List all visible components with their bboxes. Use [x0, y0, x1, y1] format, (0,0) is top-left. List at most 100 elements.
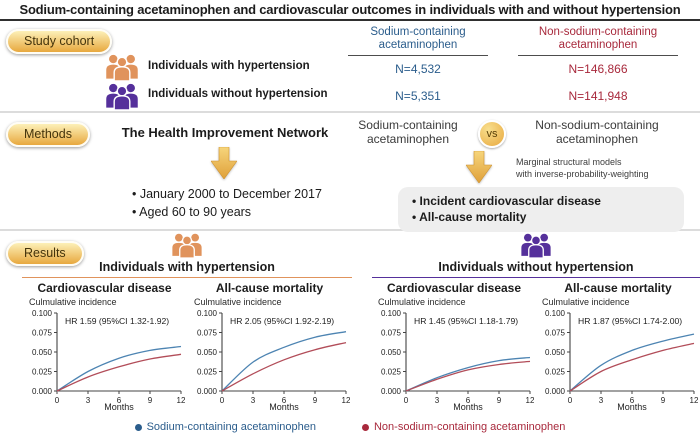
svg-text:12: 12: [341, 396, 349, 405]
svg-text:0.025: 0.025: [381, 368, 402, 377]
chart-block-cvd-no-hypertension: Cardiovascular disease Culmulative incid…: [372, 281, 536, 413]
svg-text:0.075: 0.075: [545, 329, 566, 338]
svg-text:6: 6: [281, 396, 286, 405]
study-period-item: January 2000 to December 2017: [132, 187, 322, 201]
svg-text:0: 0: [54, 396, 59, 405]
legend-dot-sodium: [134, 423, 142, 431]
without-hypertension-label: Individuals without hypertension: [148, 88, 328, 100]
svg-text:Months: Months: [453, 402, 483, 412]
charts-row: Cardiovascular disease Culmulative incid…: [372, 281, 700, 413]
svg-text:6: 6: [630, 396, 635, 405]
methods-badge: Methods: [6, 122, 90, 147]
svg-text:0: 0: [568, 396, 573, 405]
cumulative-incidence-chart: Culmulative incidence 0.000 0.025 0.050 0.07…: [374, 295, 535, 413]
column-header-non-sodium: Non-sodium-containing acetaminophen: [518, 26, 678, 56]
svg-text:0.000: 0.000: [545, 387, 566, 396]
svg-text:0.075: 0.075: [381, 329, 402, 338]
group-title-with-hypertension: Individuals with hypertension: [22, 260, 352, 278]
svg-text:6: 6: [466, 396, 471, 405]
svg-text:0.075: 0.075: [196, 329, 217, 338]
svg-text:Culmulative incidence: Culmulative incidence: [378, 297, 466, 307]
legend-sodium-label: Sodium-containing acetaminophen: [146, 421, 316, 433]
chart-title: All-cause mortality: [215, 281, 324, 295]
page-title: Sodium-containing acetaminophen and card…: [19, 2, 681, 17]
column-header-non-sodium-line1: Non-sodium-containing: [538, 26, 658, 38]
n-non-sodium-without-hypertension: N=141,948: [568, 89, 628, 103]
comparison-sodium-label: Sodium-containing acetaminophen: [342, 118, 474, 146]
down-arrow-icon: [210, 146, 238, 180]
svg-text:Months: Months: [269, 402, 299, 412]
svg-text:0.000: 0.000: [196, 387, 217, 396]
results-badge: Results: [6, 241, 84, 266]
section-results: Results Individuals with hypertension Ca…: [0, 231, 700, 439]
svg-text:0.100: 0.100: [196, 309, 217, 318]
study-cohort-badge: Study cohort: [6, 29, 113, 54]
group-title-without-hypertension: Individuals without hypertension: [372, 260, 700, 278]
svg-text:Months: Months: [617, 402, 647, 412]
results-group-with-hypertension: Individuals with hypertension Cardiovasc…: [22, 231, 352, 413]
title-bar: Sodium-containing acetaminophen and card…: [0, 0, 700, 21]
model-note-line1: Marginal structural models: [516, 157, 622, 167]
chart-block-mortality-hypertension: All-cause mortality Culmulative incidenc…: [187, 281, 352, 413]
svg-text:3: 3: [435, 396, 440, 405]
chart-title: All-cause mortality: [564, 281, 672, 295]
outcomes-list: Incident cardiovascular disease All-caus…: [412, 194, 674, 224]
cumulative-incidence-chart: Culmulative incidence 0.000 0.025 0.050 0.07…: [538, 295, 699, 413]
comparison-non-sodium-line2: acetaminophen: [555, 132, 639, 146]
svg-text:0.025: 0.025: [196, 368, 217, 377]
database-name: The Health Improvement Network: [121, 125, 329, 140]
section-study-cohort: Study cohort Individuals with hypertensi…: [0, 21, 700, 113]
chart-block-cvd-hypertension: Cardiovascular disease Culmulative incid…: [22, 281, 187, 413]
outcome-mortality: All-cause mortality: [412, 210, 674, 224]
svg-text:HR 1.87 (95%CI 1.74-2.00): HR 1.87 (95%CI 1.74-2.00): [578, 316, 682, 326]
svg-text:3: 3: [599, 396, 604, 405]
svg-text:9: 9: [147, 396, 152, 405]
vs-badge: vs: [478, 120, 506, 148]
legend-sodium: Sodium-containing acetaminophen: [134, 421, 316, 433]
svg-text:0: 0: [404, 396, 409, 405]
outcome-cvd: Incident cardiovascular disease: [412, 194, 674, 208]
svg-text:12: 12: [526, 396, 534, 405]
n-sodium-with-hypertension: N=4,532: [395, 62, 441, 76]
age-range-item: Aged 60 to 90 years: [132, 205, 322, 219]
comparison-non-sodium-label: Non-sodium-containing acetaminophen: [513, 118, 681, 146]
comparison-sodium-line2: acetaminophen: [366, 132, 450, 146]
people-with-hypertension-icon: [102, 53, 142, 82]
svg-text:12: 12: [176, 396, 184, 405]
people-without-hypertension-icon: [518, 232, 554, 259]
svg-text:Months: Months: [104, 402, 134, 412]
legend-non-sodium-label: Non-sodium-containing acetaminophen: [373, 421, 566, 433]
comparison-non-sodium-line1: Non-sodium-containing: [535, 118, 659, 132]
svg-text:0.000: 0.000: [31, 387, 52, 396]
column-header-sodium-line2: acetaminophen: [378, 39, 458, 51]
n-sodium-without-hypertension: N=5,351: [395, 89, 441, 103]
svg-text:0.100: 0.100: [381, 309, 402, 318]
cumulative-incidence-chart: Culmulative incidence 0.000 0.025 0.050 0.07…: [25, 295, 186, 413]
section-methods: Methods The Health Improvement Network J…: [0, 113, 700, 232]
svg-text:HR 1.45 (95%CI 1.18-1.79): HR 1.45 (95%CI 1.18-1.79): [414, 316, 518, 326]
chart-block-mortality-no-hypertension: All-cause mortality Culmulative incidenc…: [536, 281, 700, 413]
svg-text:Culmulative incidence: Culmulative incidence: [542, 297, 630, 307]
chart-title: Cardiovascular disease: [37, 281, 172, 295]
study-period-list: January 2000 to December 2017 Aged 60 to…: [132, 187, 322, 223]
model-note-line2: with inverse-probability-weighting: [516, 168, 649, 179]
svg-text:0.050: 0.050: [545, 348, 566, 357]
statistical-model-note: Marginal structural models with inverse-…: [516, 157, 649, 180]
svg-text:0.025: 0.025: [545, 368, 566, 377]
svg-text:9: 9: [497, 396, 502, 405]
results-group-without-hypertension: Individuals without hypertension Cardiov…: [372, 231, 700, 413]
svg-text:6: 6: [116, 396, 121, 405]
outcomes-box: Incident cardiovascular disease All-caus…: [398, 187, 684, 232]
n-non-sodium-with-hypertension: N=146,866: [568, 62, 628, 76]
with-hypertension-label: Individuals with hypertension: [148, 60, 310, 72]
svg-text:3: 3: [250, 396, 255, 405]
chart-title: Cardiovascular disease: [386, 281, 522, 295]
people-without-hypertension-icon: [102, 82, 142, 111]
svg-text:9: 9: [661, 396, 666, 405]
svg-text:0.000: 0.000: [381, 387, 402, 396]
svg-text:HR 1.59 (95%CI 1.32-1.92): HR 1.59 (95%CI 1.32-1.92): [65, 316, 169, 326]
svg-text:0.100: 0.100: [31, 309, 52, 318]
svg-text:0.050: 0.050: [196, 348, 217, 357]
legend-dot-non-sodium: [361, 423, 369, 431]
svg-text:12: 12: [690, 396, 698, 405]
